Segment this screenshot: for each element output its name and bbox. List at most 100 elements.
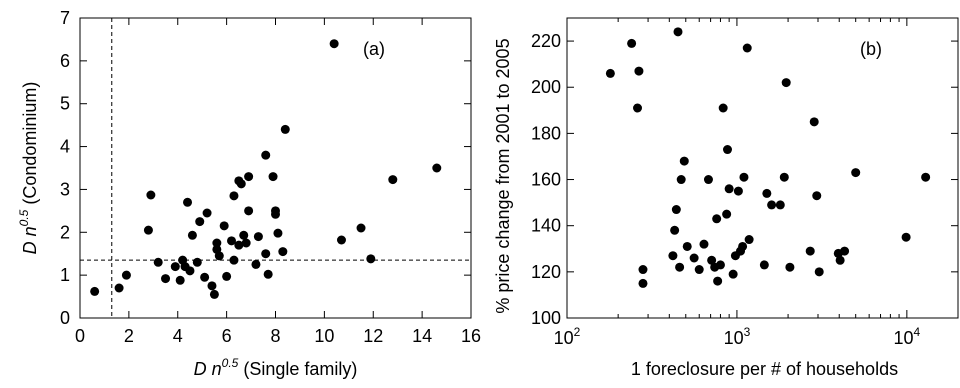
data-point	[214, 251, 224, 261]
data-point	[388, 175, 398, 185]
data-point	[742, 43, 752, 53]
data-point	[244, 206, 254, 216]
data-point	[244, 172, 254, 182]
data-point	[901, 232, 911, 242]
data-point	[271, 209, 280, 219]
panel-a-reference-lines	[80, 18, 471, 318]
panel-a-frame	[79, 17, 472, 319]
panel-b: 102 103 104 100 120 140 160 180 200 220 (b) 1 for…	[493, 17, 959, 379]
y-tick-label: 3	[60, 179, 70, 199]
data-point	[809, 117, 819, 127]
data-point	[679, 156, 689, 166]
data-point	[759, 260, 769, 270]
data-point	[627, 38, 637, 48]
y-tick-label: 7	[60, 8, 70, 28]
data-point	[785, 262, 795, 272]
y-tick-label: 120	[531, 262, 561, 282]
data-point	[278, 247, 288, 257]
data-point	[738, 241, 748, 251]
data-point	[707, 255, 717, 265]
x-tick-label: 6	[222, 326, 232, 346]
data-point	[713, 276, 723, 286]
data-point	[195, 217, 205, 227]
x-tick-label: 102	[554, 325, 581, 348]
data-point	[605, 68, 615, 78]
data-point	[744, 235, 754, 245]
y-tick-label: 6	[60, 51, 70, 71]
data-point	[682, 241, 692, 251]
x-tick-label: 104	[893, 325, 920, 348]
x-tick-label: 2	[124, 326, 134, 346]
data-point	[90, 286, 100, 296]
data-point	[329, 39, 339, 49]
y-tick-label: 1	[60, 265, 70, 285]
data-point	[178, 255, 188, 265]
data-point	[694, 265, 704, 275]
data-point	[219, 221, 229, 231]
data-point	[781, 78, 791, 88]
data-point	[699, 239, 709, 249]
data-point	[175, 275, 185, 285]
y-tick-label: 100	[531, 308, 561, 328]
data-point	[718, 103, 728, 113]
data-point	[779, 172, 789, 182]
data-point	[715, 260, 725, 270]
data-point	[222, 271, 232, 281]
data-point	[712, 214, 722, 224]
panel-a-points	[90, 39, 442, 299]
y-tick-label: 160	[531, 170, 561, 190]
y-tick-label: 4	[60, 137, 70, 157]
data-point	[229, 255, 239, 265]
data-point	[114, 283, 124, 293]
data-point	[432, 163, 442, 173]
data-point	[722, 209, 732, 219]
data-point	[187, 230, 197, 240]
data-point	[185, 266, 195, 276]
data-point	[812, 191, 822, 201]
x-tick-label: 12	[363, 326, 383, 346]
data-point	[202, 208, 212, 218]
data-point	[638, 278, 648, 288]
y-tick-label: 220	[531, 31, 561, 51]
data-point	[775, 200, 785, 210]
data-point	[689, 253, 699, 263]
data-point	[263, 269, 273, 279]
data-point	[722, 145, 732, 155]
data-point	[241, 238, 251, 248]
data-point	[762, 188, 772, 198]
data-point	[336, 235, 346, 245]
data-point	[670, 225, 680, 235]
data-point	[671, 205, 681, 215]
y-tick-label: 200	[531, 77, 561, 97]
data-point	[851, 168, 861, 178]
data-point	[634, 66, 644, 76]
data-point	[192, 257, 202, 267]
data-point	[703, 175, 713, 185]
panel-b-y-axis-label: % price change from 2001 to 2005	[493, 38, 513, 313]
data-point	[273, 228, 283, 238]
data-point	[280, 124, 290, 134]
data-point	[638, 265, 648, 275]
data-point	[143, 225, 153, 235]
data-point	[675, 262, 685, 272]
y-tick-label: 140	[531, 216, 561, 236]
data-point	[170, 262, 180, 272]
data-point	[236, 179, 246, 189]
data-point	[668, 251, 678, 261]
data-point	[724, 184, 734, 194]
data-point	[161, 274, 171, 284]
data-point	[207, 281, 217, 291]
data-point	[733, 186, 743, 196]
x-tick-label: 14	[412, 326, 432, 346]
data-point	[227, 236, 237, 246]
data-point	[676, 175, 686, 185]
data-point	[200, 272, 210, 282]
data-point	[814, 267, 824, 277]
data-point	[268, 172, 278, 182]
data-point	[146, 190, 156, 200]
x-tick-label: 103	[724, 325, 751, 348]
data-point	[366, 254, 376, 264]
